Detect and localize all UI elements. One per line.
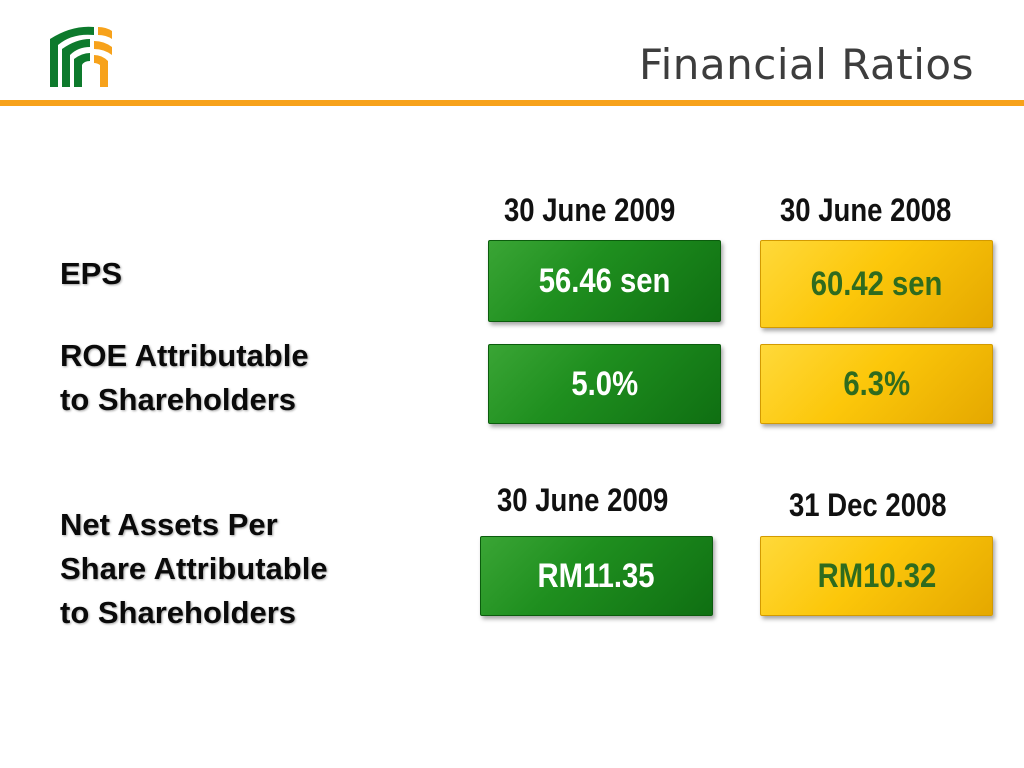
net-assets-2009-value: RM11.35 <box>537 556 656 595</box>
roe-2009-value: 5.0% <box>571 364 638 403</box>
column-heading-2009: 30 June 2009 <box>504 192 676 228</box>
eps-2009-value-box: 56.46 sen <box>488 240 721 322</box>
roe-label: ROE Attributable to Shareholders <box>60 334 309 422</box>
column-heading-2008: 30 June 2008 <box>780 192 952 228</box>
roe-2008-value-box: 6.3% <box>760 344 993 424</box>
nav-column-heading-2009: 30 June 2009 <box>497 482 669 518</box>
nav-column-heading-2008: 31 Dec 2008 <box>789 487 947 523</box>
page-title: Financial Ratios <box>639 40 974 89</box>
roe-2009-value-box: 5.0% <box>488 344 721 424</box>
net-assets-label-line2: Share Attributable <box>60 551 328 586</box>
net-assets-2008-value: RM10.32 <box>817 556 936 595</box>
net-assets-label-line1: Net Assets Per <box>60 507 278 542</box>
eps-2008-value-box: 60.42 sen <box>760 240 993 328</box>
eps-label: EPS <box>60 256 123 291</box>
roe-label-line1: ROE Attributable <box>60 338 309 373</box>
eps-2008-value: 60.42 sen <box>810 264 943 303</box>
roe-2008-value: 6.3% <box>843 364 910 403</box>
eps-2009-value: 56.46 sen <box>538 261 671 300</box>
net-assets-2009-value-box: RM11.35 <box>480 536 713 616</box>
roe-label-line2: to Shareholders <box>60 382 296 417</box>
company-logo-icon <box>50 26 112 87</box>
net-assets-label-line3: to Shareholders <box>60 595 296 630</box>
header-divider <box>0 100 1024 106</box>
net-assets-2008-value-box: RM10.32 <box>760 536 993 616</box>
net-assets-label: Net Assets Per Share Attributable to Sha… <box>60 503 328 635</box>
